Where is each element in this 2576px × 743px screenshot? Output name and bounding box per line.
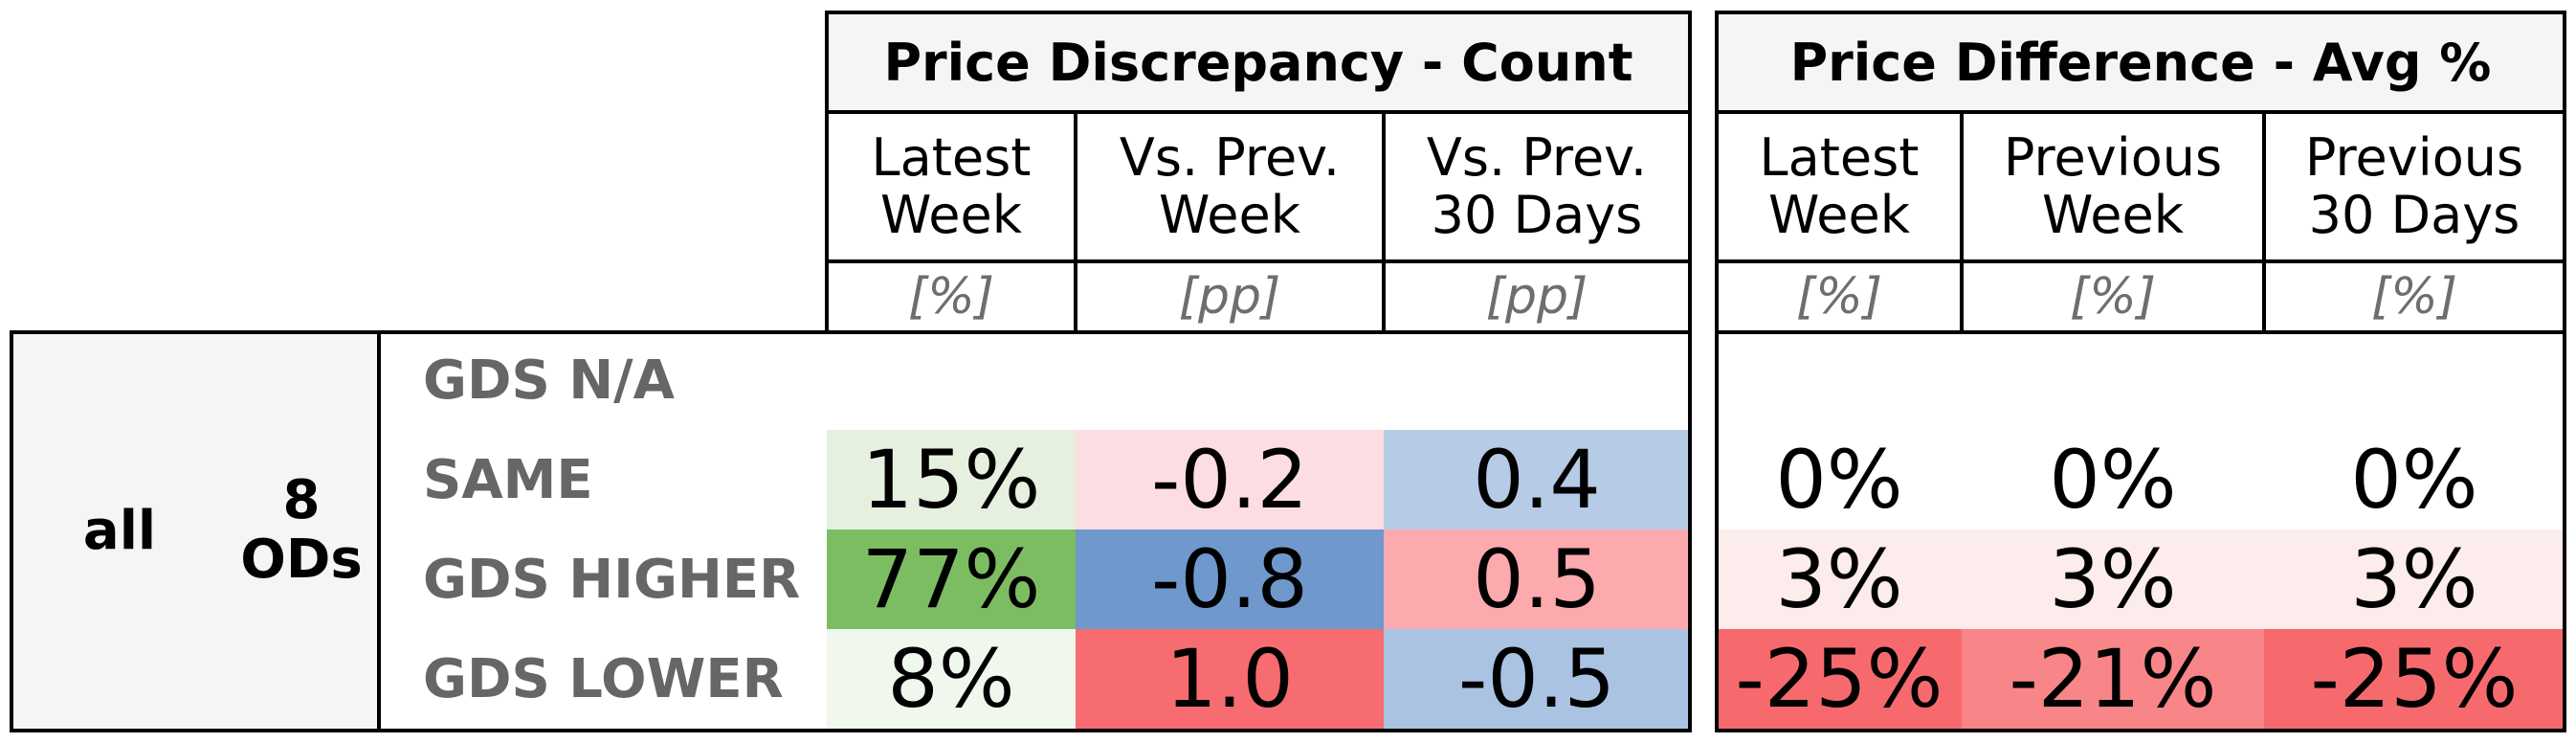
segment-od-count: 8 (282, 469, 321, 532)
group2-col3-label: Previous 30 Days (2262, 110, 2566, 263)
segment-panel (10, 330, 381, 732)
segment-od-label: ODs (240, 529, 363, 592)
segment-name: all (82, 500, 157, 563)
avg-prev-30d-gds-na (2264, 330, 2565, 430)
group2-col3-unit: [%] (2262, 259, 2566, 334)
group2-col2-unit: [%] (1960, 259, 2266, 334)
avg-latest-gds-na (1717, 330, 1962, 430)
group1-col1-unit: [%] (825, 259, 1077, 334)
avg-prev-30d-same: 0% (2264, 430, 2565, 529)
avg-latest-same: 0% (1717, 430, 1962, 529)
avg-latest-gds-lower: -25% (1717, 629, 1962, 729)
count-latest-gds-lower: 8% (827, 629, 1076, 729)
row-label-gds-na: GDS N/A (423, 349, 675, 412)
group1-col2-label: Vs. Prev. Week (1074, 110, 1386, 263)
row-label-gds-higher: GDS HIGHER (423, 548, 801, 611)
count-vs-prev-30d-gds-na (1384, 330, 1690, 430)
avg-prev-week-gds-na (1962, 330, 2264, 430)
group1-col3-label: Vs. Prev. 30 Days (1382, 110, 1692, 263)
row-label-gds-lower: GDS LOWER (423, 647, 784, 710)
avg-prev-week-same: 0% (1962, 430, 2264, 529)
avg-prev-week-gds-higher: 3% (1962, 529, 2264, 629)
group1-col3-unit: [pp] (1382, 259, 1692, 334)
count-latest-same: 15% (827, 430, 1076, 529)
group2-col2-label: Previous Week (1960, 110, 2266, 263)
row-label-same: SAME (423, 448, 593, 511)
group1-col1-label: Latest Week (825, 110, 1077, 263)
group2-title: Price Difference - Avg % (1715, 11, 2566, 114)
count-vs-prev-30d-same: 0.4 (1384, 430, 1690, 529)
count-vs-prev-week-gds-lower: 1.0 (1076, 629, 1384, 729)
count-latest-gds-na (827, 330, 1076, 430)
group1-col2-unit: [pp] (1074, 259, 1386, 334)
group1-title: Price Discrepancy - Count (825, 11, 1692, 114)
count-vs-prev-30d-gds-higher: 0.5 (1384, 529, 1690, 629)
group2-col1-unit: [%] (1715, 259, 1964, 334)
count-vs-prev-week-gds-na (1076, 330, 1384, 430)
avg-latest-gds-higher: 3% (1717, 529, 1962, 629)
segment-divider (377, 330, 381, 732)
count-vs-prev-week-gds-higher: -0.8 (1076, 529, 1384, 629)
avg-prev-week-gds-lower: -21% (1962, 629, 2264, 729)
count-latest-gds-higher: 77% (827, 529, 1076, 629)
group2-col1-label: Latest Week (1715, 110, 1964, 263)
avg-prev-30d-gds-higher: 3% (2264, 529, 2565, 629)
avg-prev-30d-gds-lower: -25% (2264, 629, 2565, 729)
count-vs-prev-30d-gds-lower: -0.5 (1384, 629, 1690, 729)
count-vs-prev-week-same: -0.2 (1076, 430, 1384, 529)
